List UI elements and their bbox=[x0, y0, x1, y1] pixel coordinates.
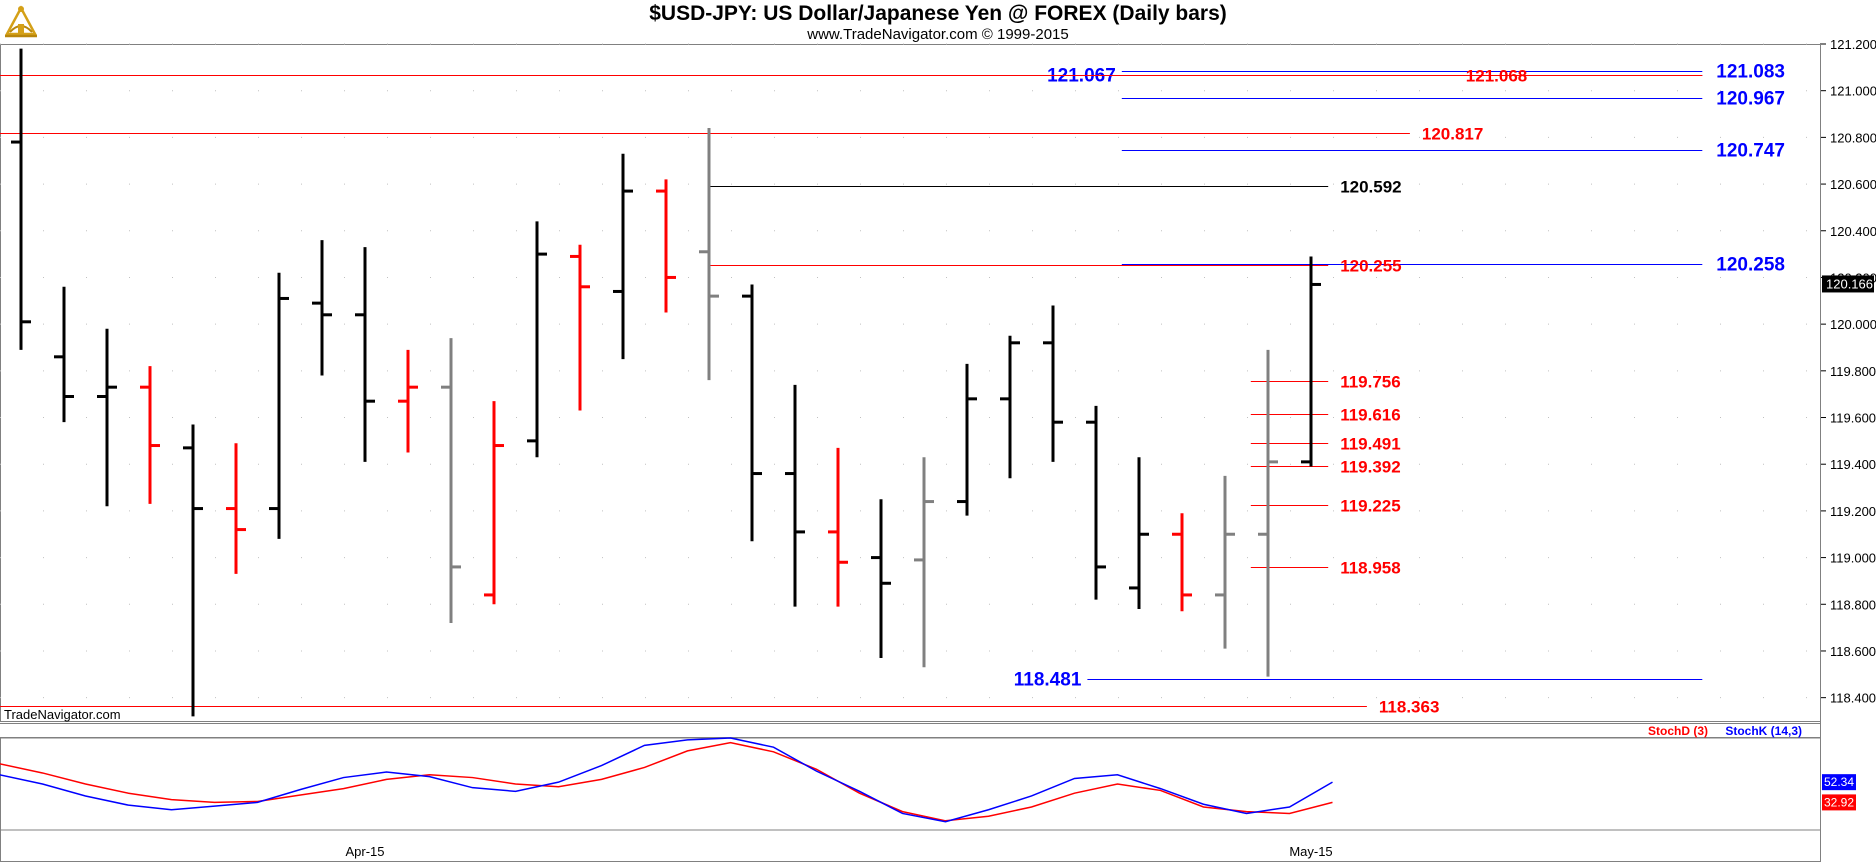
chart-subtitle: www.TradeNavigator.com © 1999-2015 bbox=[807, 26, 1069, 43]
y-tick-label: 120.800 bbox=[1830, 130, 1876, 145]
watermark: TradeNavigator.com bbox=[4, 707, 121, 722]
stoch-series-line bbox=[0, 737, 1333, 823]
y-tick-label: 119.400 bbox=[1830, 457, 1876, 472]
last-price-box bbox=[1822, 275, 1874, 293]
level-label: 118.958 bbox=[1340, 559, 1401, 578]
ohlc-bar bbox=[742, 284, 762, 542]
ohlc-bar bbox=[1172, 513, 1192, 612]
ohlc-bar bbox=[226, 443, 246, 574]
legend-stoch-d: StochD (3) bbox=[1648, 724, 1708, 738]
y-tick-label: 119.600 bbox=[1830, 411, 1876, 426]
stoch-d-value: 32.92 bbox=[1824, 795, 1854, 809]
y-tick-label: 119.000 bbox=[1830, 551, 1876, 566]
ohlc-bar bbox=[871, 499, 891, 658]
ohlc-bar bbox=[1129, 457, 1149, 609]
ohlc-bar bbox=[699, 128, 719, 381]
ohlc-bar bbox=[527, 221, 547, 458]
ohlc-bar bbox=[785, 384, 805, 607]
level-label: 119.392 bbox=[1340, 458, 1401, 477]
level-label: 120.747 bbox=[1716, 141, 1785, 162]
level-label: 119.616 bbox=[1340, 406, 1401, 425]
chart-title: $USD-JPY: US Dollar/Japanese Yen @ FOREX… bbox=[649, 2, 1227, 25]
y-tick-label: 120.400 bbox=[1830, 224, 1876, 239]
y-tick-label: 118.600 bbox=[1830, 644, 1876, 659]
level-label: 119.491 bbox=[1340, 435, 1401, 454]
y-tick-label: 119.200 bbox=[1830, 504, 1876, 519]
ohlc-bar bbox=[11, 48, 31, 350]
level-label: 121.083 bbox=[1716, 62, 1785, 83]
ohlc-bar bbox=[1043, 305, 1063, 462]
ohlc-bar bbox=[54, 286, 74, 423]
y-axis: 121.200121.000120.800120.600120.400120.2… bbox=[1820, 37, 1876, 862]
price-bars bbox=[11, 48, 1321, 717]
level-label: 120.967 bbox=[1716, 89, 1785, 110]
level-label: 118.363 bbox=[1379, 698, 1440, 717]
stoch-series-line bbox=[0, 741, 1333, 822]
ohlc-bar bbox=[484, 401, 504, 605]
ohlc-bar bbox=[1258, 349, 1278, 677]
x-tick-label: Apr-15 bbox=[345, 844, 384, 859]
ohlc-bar bbox=[914, 457, 934, 668]
price-panel-frame bbox=[0, 44, 1821, 722]
ohlc-bar bbox=[355, 247, 375, 462]
ohlc-bar bbox=[1086, 405, 1106, 600]
ohlc-bar bbox=[398, 349, 418, 453]
y-tick-label: 120.600 bbox=[1830, 177, 1876, 192]
ohlc-bar bbox=[828, 447, 848, 607]
ohlc-bar bbox=[97, 328, 117, 507]
legend-stoch-k: StochK (14,3) bbox=[1725, 724, 1802, 738]
chart-header: $USD-JPY: US Dollar/Japanese Yen @ FOREX… bbox=[0, 0, 1876, 44]
y-tick-label: 120.000 bbox=[1830, 317, 1876, 332]
sextant-logo-icon bbox=[4, 5, 38, 38]
stoch-d-value-box bbox=[1822, 794, 1856, 811]
y-tick-label: 119.800 bbox=[1830, 364, 1876, 379]
ohlc-bar bbox=[140, 366, 160, 504]
ohlc-bar bbox=[1301, 256, 1321, 467]
level-label: 120.592 bbox=[1340, 178, 1401, 197]
stochastic-panel: StochD (3) StochK (14,3) 52.34 32.92 bbox=[0, 724, 1856, 831]
last-price-label: 120.166 bbox=[1826, 276, 1873, 291]
ohlc-bar bbox=[1000, 335, 1020, 479]
level-label: 121.068 bbox=[1466, 67, 1527, 86]
ohlc-bar bbox=[613, 153, 633, 360]
level-label: 118.481 bbox=[1014, 670, 1082, 691]
ohlc-bar bbox=[570, 244, 590, 411]
level-label: 120.817 bbox=[1422, 125, 1483, 144]
y-tick-label: 118.400 bbox=[1830, 691, 1876, 706]
level-label: 120.258 bbox=[1716, 255, 1785, 276]
x-tick-label: May-15 bbox=[1289, 844, 1332, 859]
y-tick-label: 118.800 bbox=[1830, 597, 1876, 612]
grid bbox=[0, 43, 1820, 699]
stoch-k-value: 52.34 bbox=[1824, 775, 1854, 789]
level-label: 119.225 bbox=[1340, 497, 1401, 516]
level-label: 119.756 bbox=[1340, 373, 1401, 392]
level-label: 120.255 bbox=[1340, 257, 1401, 276]
ohlc-bar bbox=[656, 179, 676, 313]
ohlc-bar bbox=[441, 338, 461, 623]
ohlc-bar bbox=[1215, 475, 1235, 649]
y-tick-label: 121.200 bbox=[1830, 37, 1876, 52]
ohlc-bar bbox=[269, 272, 289, 539]
y-tick-label: 121.000 bbox=[1830, 84, 1876, 99]
ohlc-bar bbox=[312, 240, 332, 376]
ohlc-bar bbox=[957, 363, 977, 516]
ohlc-bar bbox=[183, 424, 203, 717]
stoch-k-value-box bbox=[1822, 774, 1856, 791]
